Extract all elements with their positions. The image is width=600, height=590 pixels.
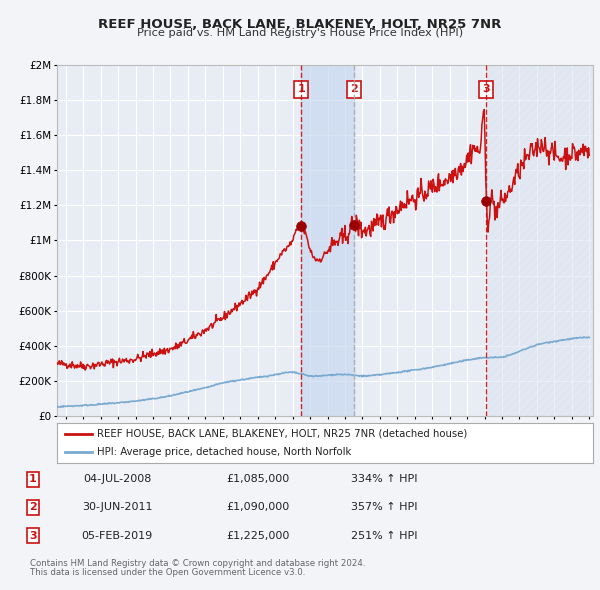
Text: 334% ↑ HPI: 334% ↑ HPI — [351, 474, 417, 484]
Text: 357% ↑ HPI: 357% ↑ HPI — [351, 503, 417, 512]
Text: 1: 1 — [298, 84, 305, 94]
Text: HPI: Average price, detached house, North Norfolk: HPI: Average price, detached house, Nort… — [97, 447, 352, 457]
Bar — [487, 65, 593, 416]
Text: £1,085,000: £1,085,000 — [226, 474, 290, 484]
Text: 2: 2 — [29, 503, 37, 512]
Text: 3: 3 — [482, 84, 490, 94]
Text: REEF HOUSE, BACK LANE, BLAKENEY, HOLT, NR25 7NR: REEF HOUSE, BACK LANE, BLAKENEY, HOLT, N… — [98, 18, 502, 31]
Bar — [301, 65, 353, 416]
Text: Contains HM Land Registry data © Crown copyright and database right 2024.: Contains HM Land Registry data © Crown c… — [30, 559, 365, 568]
Text: 1: 1 — [29, 474, 37, 484]
Text: 05-FEB-2019: 05-FEB-2019 — [82, 531, 152, 540]
Text: 04-JUL-2008: 04-JUL-2008 — [83, 474, 151, 484]
Text: £1,225,000: £1,225,000 — [226, 531, 290, 540]
Text: 30-JUN-2011: 30-JUN-2011 — [82, 503, 152, 512]
Text: £1,090,000: £1,090,000 — [226, 503, 290, 512]
Text: 251% ↑ HPI: 251% ↑ HPI — [351, 531, 417, 540]
Text: 2: 2 — [350, 84, 358, 94]
Text: REEF HOUSE, BACK LANE, BLAKENEY, HOLT, NR25 7NR (detached house): REEF HOUSE, BACK LANE, BLAKENEY, HOLT, N… — [97, 429, 467, 439]
Text: Price paid vs. HM Land Registry's House Price Index (HPI): Price paid vs. HM Land Registry's House … — [137, 28, 463, 38]
Text: This data is licensed under the Open Government Licence v3.0.: This data is licensed under the Open Gov… — [30, 568, 305, 577]
Text: 3: 3 — [29, 531, 37, 540]
